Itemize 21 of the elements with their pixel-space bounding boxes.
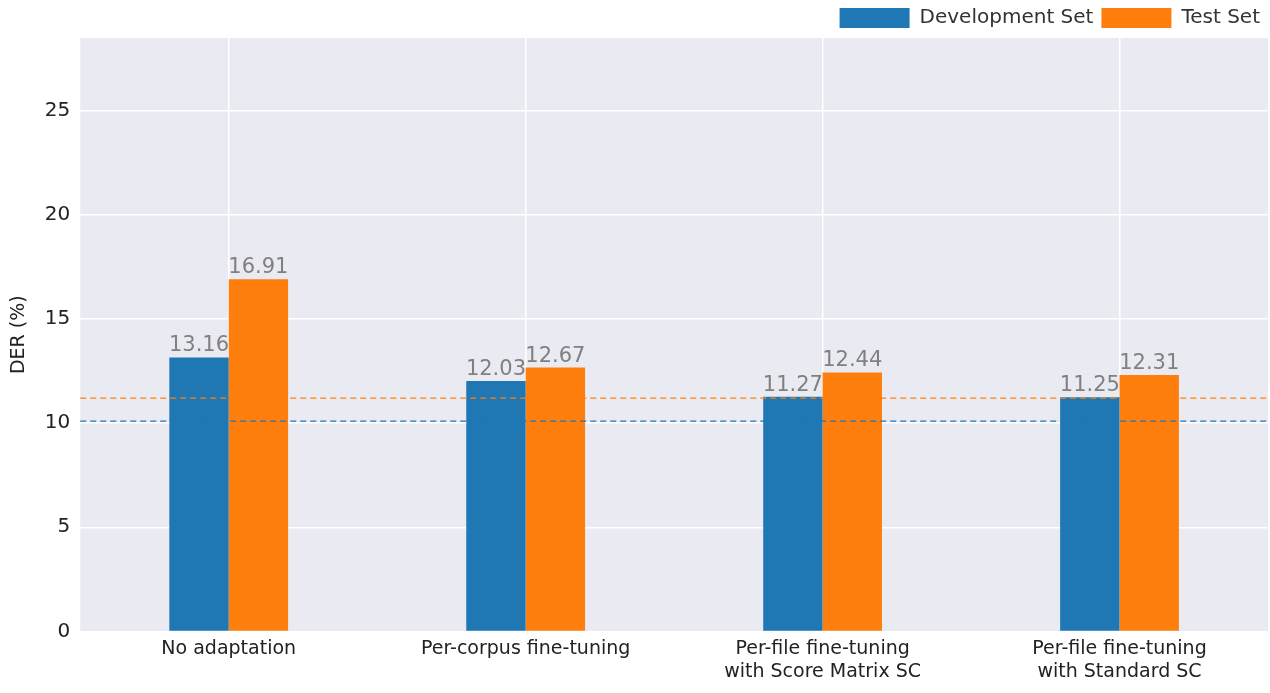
legend-label: Development Set xyxy=(919,4,1094,29)
y-tick-label: 5 xyxy=(57,513,71,538)
data-label: 16.91 xyxy=(228,254,289,279)
data-label: 12.44 xyxy=(822,347,883,372)
data-label: 13.16 xyxy=(168,332,230,357)
data-label: 12.31 xyxy=(1119,350,1180,375)
x-tick-label: Per-file fine-tuning with Standard SC xyxy=(1032,635,1207,681)
data-label: 11.27 xyxy=(762,371,823,396)
x-tick-label: Per-corpus fine-tuning xyxy=(420,635,631,658)
data-label: 12.67 xyxy=(525,342,586,367)
y-tick-label: 20 xyxy=(44,201,71,226)
y-tick-label: 10 xyxy=(44,409,71,434)
y-tick-label: 25 xyxy=(44,97,71,122)
y-tick-label: 0 xyxy=(57,617,71,642)
x-tick-label: Per-file fine-tuning with Score Matrix SC xyxy=(724,635,921,681)
x-tick-label: No adaptation xyxy=(161,635,297,658)
data-label: 11.25 xyxy=(1059,372,1120,397)
y-axis-title: DER (%) xyxy=(6,295,29,375)
y-tick-label: 15 xyxy=(44,305,71,330)
legend-label: Test Set xyxy=(1180,4,1261,29)
data-label: 12.03 xyxy=(465,355,527,380)
